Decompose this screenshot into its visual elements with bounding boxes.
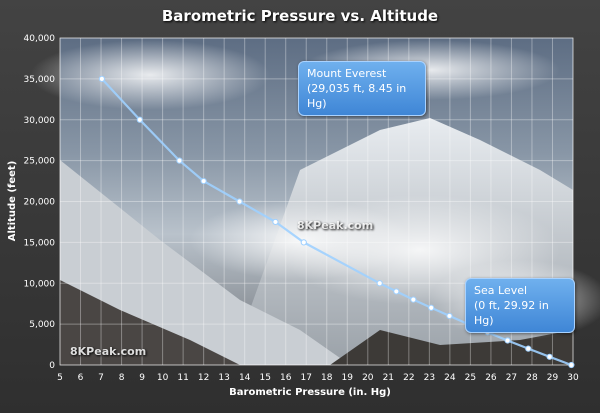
y-axis-label: Altitude (feet) — [7, 161, 18, 242]
x-tick-label: 29 — [547, 373, 559, 383]
x-tick-label: 22 — [403, 373, 414, 383]
x-tick-label: 14 — [239, 373, 251, 383]
x-tick-label: 24 — [444, 373, 456, 383]
data-point — [176, 157, 183, 164]
data-point — [393, 288, 400, 295]
x-tick-label: 20 — [362, 373, 374, 383]
y-tick-labels: 0 5,000 10,000 15,000 20,000 25,000 30,000 35,0… — [24, 34, 56, 371]
x-tick-label: 30 — [567, 373, 579, 383]
sea-level-callout: Sea Level (0 ft, 29.92 in Hg) — [465, 278, 575, 333]
y-tick-label: 0 — [49, 361, 55, 371]
everest-callout-line1: Mount Everest — [307, 67, 387, 80]
everest-callout: Mount Everest (29,035 ft, 8.45 in Hg) — [298, 61, 426, 116]
sea-level-callout-line2: (0 ft, 29.92 in Hg) — [474, 299, 549, 327]
x-tick-label: 16 — [280, 373, 292, 383]
watermark-center: 8KPeak.com — [297, 219, 374, 232]
x-tick-label: 10 — [157, 373, 169, 383]
chart-title: Barometric Pressure vs. Altitude — [161, 7, 439, 25]
data-point — [376, 280, 383, 287]
gridlines — [59, 37, 574, 366]
y-tick-label: 15,000 — [24, 238, 56, 248]
x-tick-label: 15 — [259, 373, 270, 383]
x-tick-label: 6 — [78, 373, 84, 383]
y-tick-label: 25,000 — [24, 157, 56, 167]
x-tick-label: 19 — [342, 373, 354, 383]
y-tick-label: 35,000 — [24, 75, 56, 85]
x-tick-label: 27 — [506, 373, 517, 383]
everest-callout-line2: (29,035 ft, 8.45 in Hg) — [307, 82, 407, 110]
x-tick-label: 23 — [424, 373, 435, 383]
data-point — [446, 312, 453, 320]
x-tick-label: 11 — [177, 373, 188, 383]
data-point — [236, 198, 243, 205]
data-point — [568, 361, 575, 369]
data-point — [272, 218, 279, 226]
sea-level-callout-line1: Sea Level — [474, 284, 528, 297]
y-tick-label: 30,000 — [24, 116, 56, 126]
x-tick-label: 8 — [119, 373, 125, 383]
data-point — [410, 296, 417, 303]
y-tick-label: 10,000 — [24, 279, 56, 289]
x-tick-label: 21 — [383, 373, 394, 383]
watermark-bottom-left: 8KPeak.com — [70, 345, 147, 358]
x-tick-label: 5 — [57, 373, 63, 383]
y-tick-label: 40,000 — [24, 34, 56, 44]
x-tick-label: 26 — [485, 373, 497, 383]
x-tick-label: 9 — [139, 373, 145, 383]
x-tick-label: 25 — [465, 373, 476, 383]
data-point — [525, 345, 532, 352]
data-point — [546, 353, 553, 360]
data-point — [200, 177, 207, 185]
data-point — [428, 304, 435, 311]
y-tick-label: 20,000 — [24, 198, 56, 208]
y-tick-label: 5,000 — [29, 320, 55, 330]
x-tick-label: 17 — [301, 373, 312, 383]
data-point — [98, 75, 105, 82]
x-tick-labels: 5 6 7 8 9 10 11 12 13 14 15 16 17 18 19 20 21 22 23 24 25 26 2… — [57, 373, 579, 383]
x-tick-label: 12 — [198, 373, 209, 383]
x-tick-label: 7 — [98, 373, 104, 383]
data-point — [504, 337, 511, 344]
x-tick-label: 13 — [218, 373, 229, 383]
data-point — [300, 239, 307, 246]
x-tick-label: 28 — [526, 373, 538, 383]
data-point — [136, 116, 143, 123]
x-axis-label: Barometric Pressure (in. Hg) — [229, 387, 391, 398]
x-tick-label: 18 — [321, 373, 333, 383]
plot-border — [59, 37, 574, 366]
series-line — [101, 78, 572, 367]
